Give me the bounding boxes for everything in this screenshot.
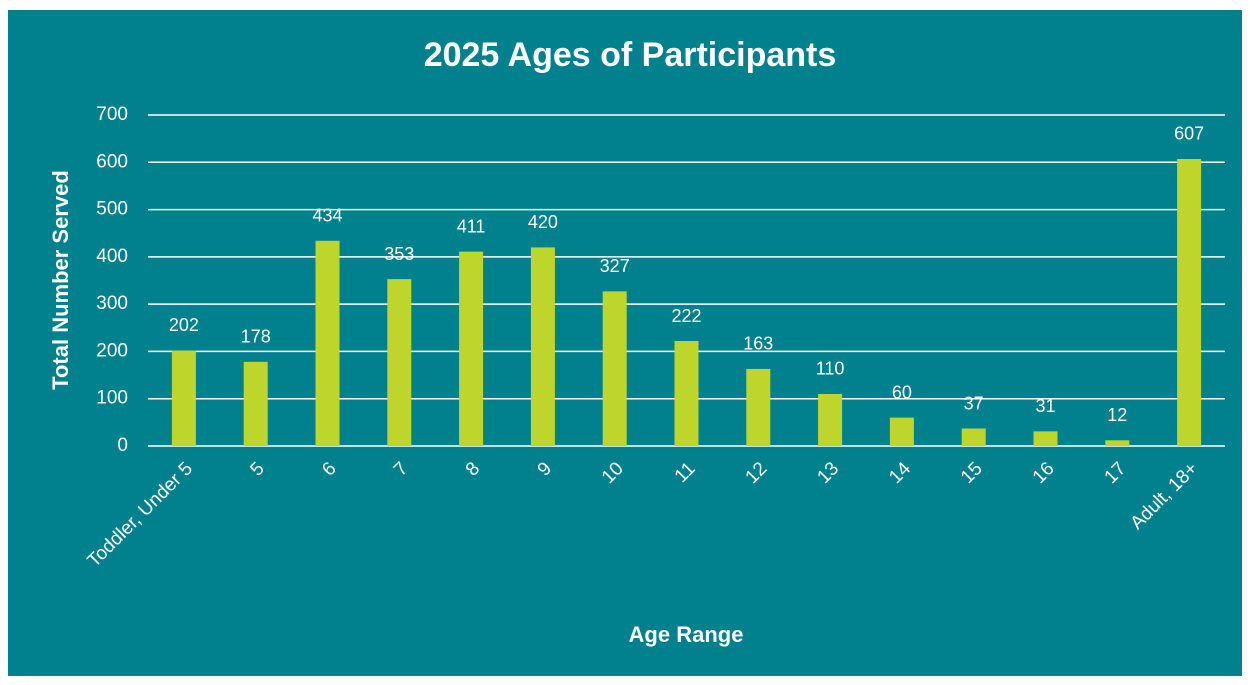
x-axis-title: Age Range — [629, 622, 744, 647]
bar — [674, 341, 699, 446]
data-label: 60 — [892, 382, 912, 402]
data-label: 411 — [457, 216, 486, 236]
data-label: 178 — [241, 327, 271, 347]
data-label: 607 — [1174, 124, 1204, 144]
data-label: 31 — [1035, 396, 1055, 416]
y-tick-label: 400 — [96, 246, 128, 267]
data-label: 434 — [312, 206, 342, 226]
y-tick-label: 200 — [96, 340, 128, 361]
data-label: 37 — [964, 393, 984, 413]
data-label: 202 — [169, 315, 199, 335]
bar — [1177, 158, 1202, 446]
chart-title: 2025 Ages of Participants — [424, 36, 837, 74]
bar — [602, 291, 627, 446]
y-tick-label: 0 — [117, 435, 128, 456]
bar — [171, 350, 196, 446]
y-tick-label: 500 — [96, 199, 128, 220]
data-label: 420 — [528, 212, 558, 232]
data-label: 353 — [384, 244, 414, 264]
data-label: 110 — [816, 359, 845, 379]
bar — [961, 428, 986, 446]
data-label: 327 — [600, 256, 630, 276]
bar — [1105, 440, 1130, 446]
y-tick-label: 700 — [96, 104, 128, 125]
bar — [746, 368, 771, 446]
bar — [1033, 431, 1058, 446]
y-tick-label: 300 — [96, 293, 128, 314]
bar — [315, 240, 340, 446]
data-label: 222 — [671, 306, 701, 326]
y-tick-label: 600 — [96, 151, 128, 172]
bar — [889, 417, 914, 446]
bar — [459, 251, 484, 446]
data-label: 12 — [1107, 405, 1127, 425]
bar — [530, 247, 555, 446]
data-label: 163 — [743, 334, 773, 354]
bar — [243, 361, 268, 446]
y-axis-title: Total Number Served — [48, 170, 73, 390]
bar — [387, 279, 412, 446]
y-tick-label: 100 — [96, 388, 128, 409]
bar — [818, 393, 843, 446]
